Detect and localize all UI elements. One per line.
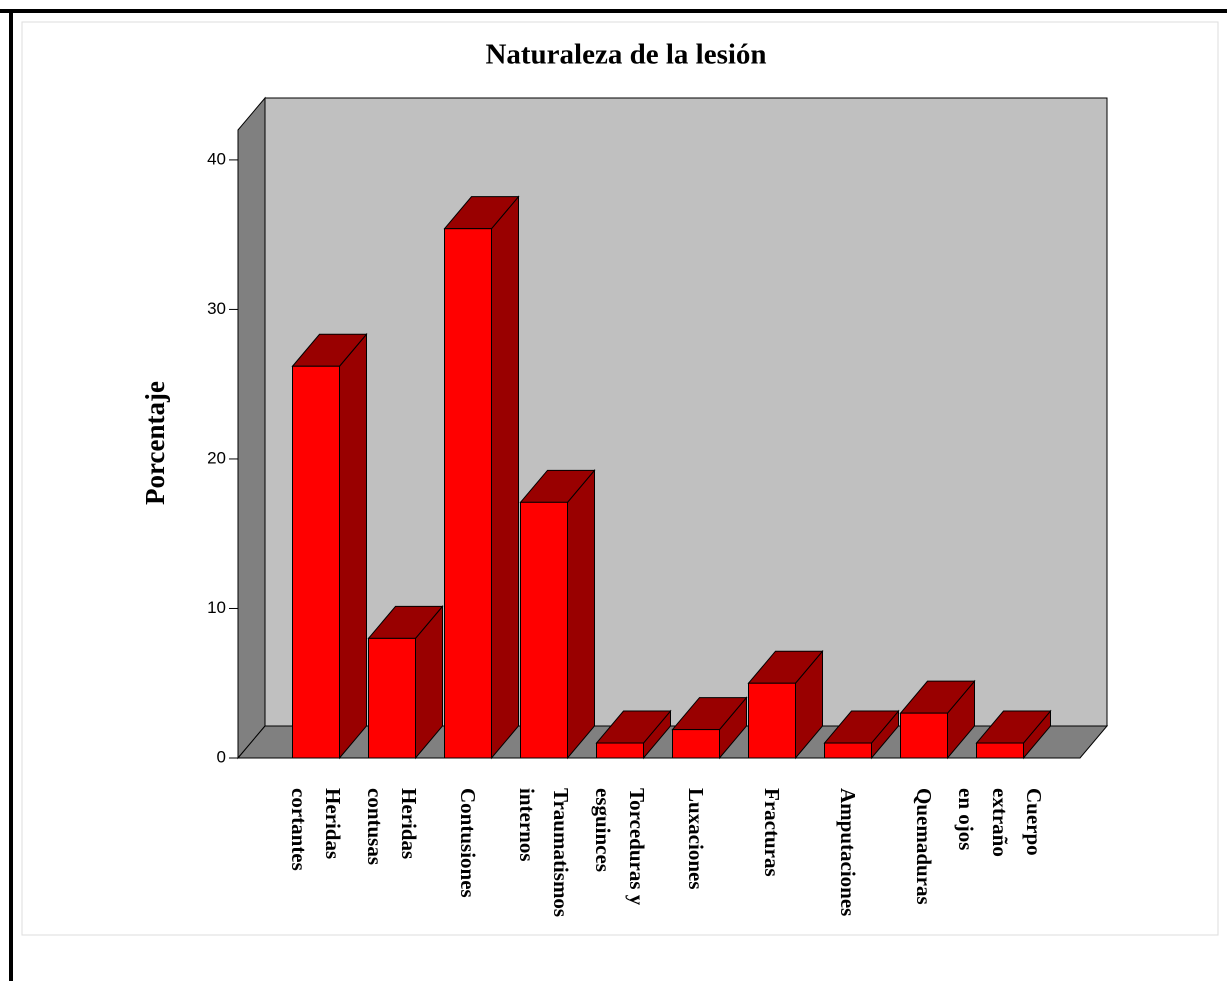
x-tick-label: Traumatismos internos [515, 788, 573, 918]
y-tick-label: 0 [217, 747, 226, 766]
bar [596, 742, 644, 759]
bar [444, 228, 492, 759]
x-tick-label: Cuerpo extraño en ojos [954, 788, 1046, 857]
bar [748, 682, 796, 759]
bar [368, 637, 416, 759]
bar [292, 365, 340, 759]
y-axis-label: Porcentaje [140, 381, 170, 505]
bar [976, 742, 1024, 759]
bar [900, 712, 948, 759]
bar [672, 729, 720, 759]
bar-side [567, 468, 595, 760]
chart-title: Naturaleza de la lesión [485, 39, 766, 71]
y-tick-label: 10 [207, 598, 226, 617]
x-tick-label: Quemaduras [912, 788, 936, 905]
side-wall [237, 96, 266, 760]
x-tick-label: Amputaciones [836, 788, 860, 917]
x-tick-label: Luxaciones [684, 788, 708, 890]
bar [824, 742, 872, 759]
y-tick-label: 30 [207, 299, 226, 318]
y-tick-label: 20 [207, 448, 226, 467]
bar-side [491, 195, 519, 760]
x-tick-label: Heridas contusas [363, 788, 421, 866]
bar-side [339, 332, 367, 760]
x-tick-label: Fracturas [760, 788, 784, 877]
y-tick-label: 40 [207, 149, 226, 168]
bar [520, 501, 568, 759]
x-tick-label: Heridas cortantes [287, 788, 345, 871]
x-tick-label: Torceduras y esguinces [591, 788, 649, 906]
x-tick-label: Contusiones [456, 788, 480, 898]
